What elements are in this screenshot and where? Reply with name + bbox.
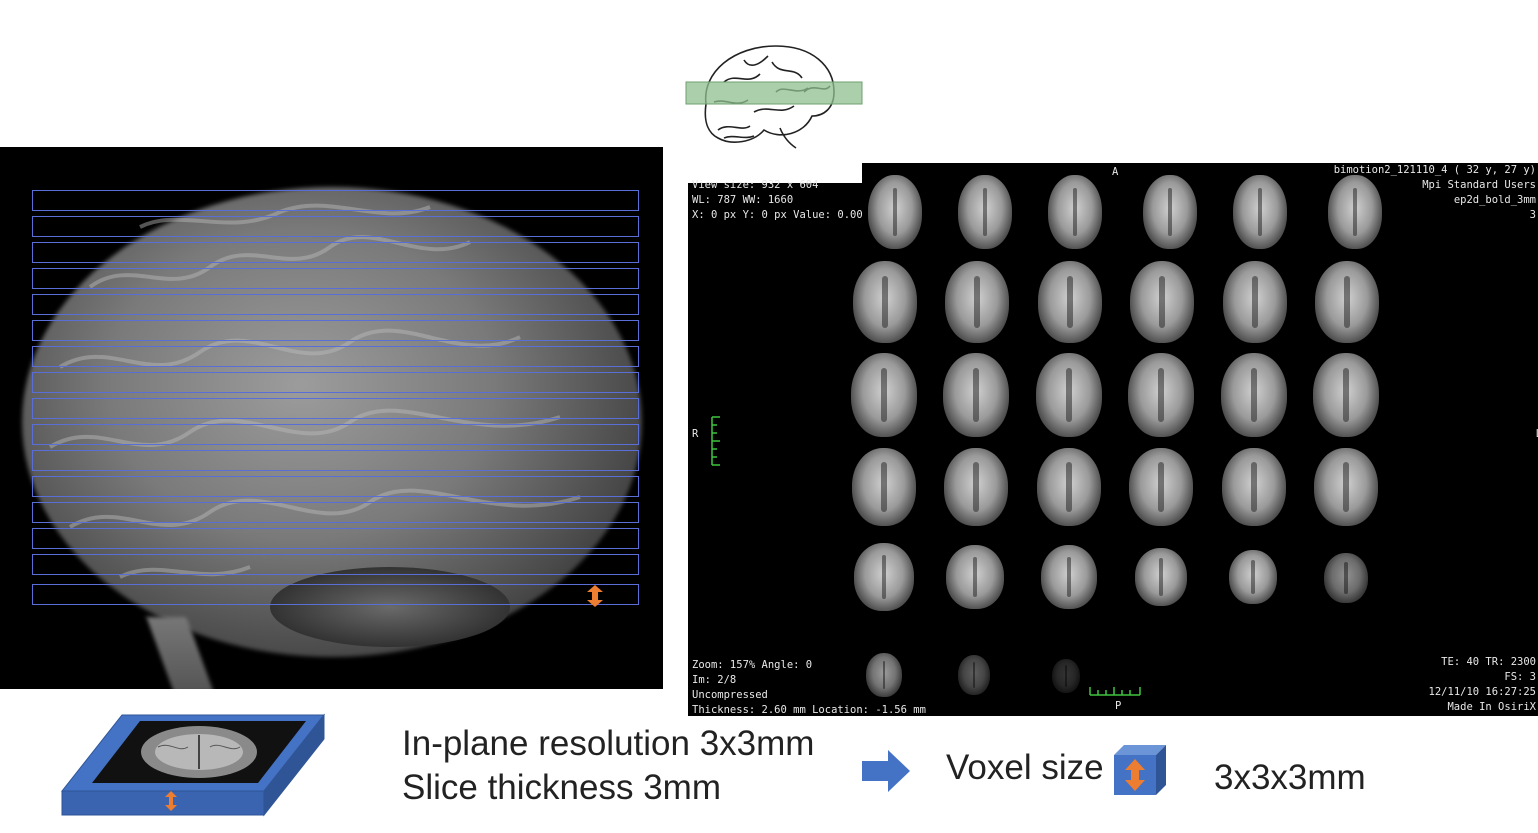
cerebellum bbox=[270, 567, 510, 647]
slice-stripe bbox=[32, 528, 639, 549]
axial-slice bbox=[854, 543, 914, 611]
horizontal-scale-bar bbox=[1089, 687, 1141, 696]
slice-stripe bbox=[32, 476, 639, 497]
axial-slice bbox=[1324, 553, 1368, 603]
voxel-cube-icon bbox=[1114, 745, 1166, 795]
axial-slice bbox=[1135, 548, 1187, 606]
slice-stripe bbox=[32, 502, 639, 523]
overlay-top-right: bimotion2_121110_4 ( 32 y, 27 y) Mpi Sta… bbox=[1334, 163, 1536, 223]
slice-stripe bbox=[32, 398, 639, 419]
axial-slice bbox=[943, 353, 1009, 437]
axial-slice bbox=[1223, 261, 1287, 343]
axial-slice bbox=[944, 448, 1008, 526]
axial-slice bbox=[866, 653, 902, 697]
overlay-text: WL: 787 WW: 1660 bbox=[692, 194, 794, 206]
axial-slice bbox=[1143, 175, 1197, 249]
axial-slice bbox=[1233, 175, 1287, 249]
slice-stripe bbox=[32, 268, 639, 289]
voxel-size-label: Voxel size bbox=[946, 748, 1104, 787]
axial-slice bbox=[868, 175, 922, 249]
axial-slice bbox=[945, 261, 1009, 343]
axial-slice bbox=[1130, 261, 1194, 343]
axial-slice bbox=[1222, 448, 1286, 526]
axial-slice bbox=[1229, 550, 1277, 604]
axial-slice bbox=[853, 261, 917, 343]
slab-illustration bbox=[60, 713, 326, 817]
right-arrow-icon bbox=[862, 750, 910, 792]
slice-stripe bbox=[32, 372, 639, 393]
overlay-text: Thickness: 2.60 mm Location: -1.56 mm bbox=[692, 704, 926, 716]
slice-stripe bbox=[32, 584, 639, 605]
green-slab bbox=[685, 81, 863, 105]
axial-slice bbox=[1038, 261, 1102, 343]
slice-thickness-text: Slice thickness 3mm bbox=[402, 768, 721, 807]
sagittal-brain-panel bbox=[0, 147, 663, 689]
axial-slice bbox=[1036, 353, 1102, 437]
overlay-text: Mpi Standard Users bbox=[1422, 179, 1536, 191]
axial-slice bbox=[1041, 545, 1097, 609]
orientation-right: R bbox=[692, 428, 699, 440]
slice-stripe bbox=[32, 346, 639, 367]
overlay-text: 12/11/10 16:27:25 bbox=[1428, 686, 1536, 698]
overlay-text: Made In OsiriX bbox=[1447, 701, 1536, 713]
slice-stripe bbox=[32, 216, 639, 237]
axial-slice bbox=[1129, 448, 1193, 526]
axial-slice bbox=[1128, 353, 1194, 437]
axial-slice bbox=[1037, 448, 1101, 526]
vertical-scale-bar bbox=[711, 416, 720, 466]
axial-slice bbox=[1048, 175, 1102, 249]
thickness-arrow-icon bbox=[587, 585, 603, 607]
overlay-text: X: 0 px Y: 0 px Value: 0.00 bbox=[692, 209, 863, 221]
axial-slice bbox=[1052, 659, 1080, 693]
axial-slice bbox=[1221, 353, 1287, 437]
slice-stripe bbox=[32, 450, 639, 471]
axial-slice bbox=[1313, 353, 1379, 437]
overlay-bottom-left: Zoom: 157% Angle: 0 Im: 2/8 Uncompressed… bbox=[692, 658, 926, 716]
viewer-white-corner bbox=[688, 163, 862, 183]
axial-slice bbox=[852, 448, 916, 526]
slice-stripe bbox=[32, 424, 639, 445]
axial-slice-viewer: View size: 932 x 604 WL: 787 WW: 1660 X:… bbox=[688, 163, 1538, 716]
slice-stripe bbox=[32, 190, 639, 211]
overlay-text: Zoom: 157% Angle: 0 bbox=[692, 659, 813, 671]
overlay-text: 3 bbox=[1529, 209, 1536, 221]
slice-stripe bbox=[32, 242, 639, 263]
axial-slice bbox=[1314, 448, 1378, 526]
overlay-text: Im: 2/8 bbox=[692, 674, 737, 686]
voxel-size-value: 3x3x3mm bbox=[1214, 758, 1366, 797]
caption-block: In-plane resolution 3x3mm Slice thicknes… bbox=[402, 722, 814, 810]
overlay-text: Uncompressed bbox=[692, 689, 768, 701]
axial-slice bbox=[1315, 261, 1379, 343]
slice-stripe bbox=[32, 554, 639, 575]
overlay-text: FS: 3 bbox=[1504, 671, 1536, 683]
overlay-text: View size: 932 x 604 bbox=[692, 179, 819, 191]
overlay-bottom-right: TE: 40 TR: 2300 FS: 3 12/11/10 16:27:25 … bbox=[1429, 655, 1536, 715]
orientation-posterior: P bbox=[1115, 700, 1122, 712]
overlay-text: TE: 40 TR: 2300 bbox=[1441, 656, 1536, 668]
slice-stripe bbox=[32, 320, 639, 341]
axial-slice bbox=[958, 655, 990, 695]
axial-slice bbox=[958, 175, 1012, 249]
axial-slice bbox=[1328, 175, 1382, 249]
brain-slab-illustration bbox=[685, 45, 863, 149]
slice-stripe bbox=[32, 294, 639, 315]
overlay-text: bimotion2_121110_4 ( 32 y, 27 y) bbox=[1333, 164, 1536, 176]
axial-slice bbox=[946, 545, 1004, 609]
orientation-left: L bbox=[1536, 427, 1538, 442]
overlay-text: ep2d_bold_3mm bbox=[1453, 194, 1536, 206]
inplane-resolution-text: In-plane resolution 3x3mm bbox=[402, 724, 815, 763]
axial-slice bbox=[851, 353, 917, 437]
orientation-anterior: A bbox=[1112, 166, 1119, 178]
overlay-top-left: View size: 932 x 604 WL: 787 WW: 1660 X:… bbox=[692, 178, 863, 223]
